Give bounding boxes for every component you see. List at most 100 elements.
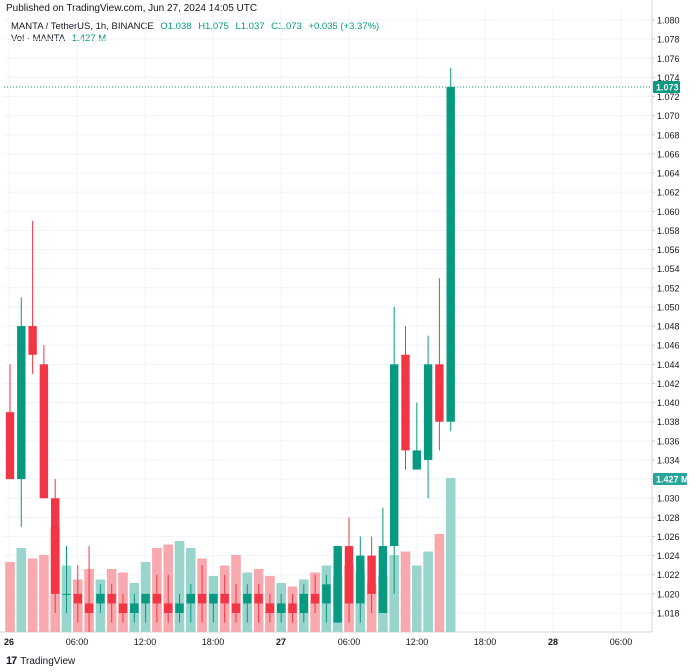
- x-tick-label: 18:00: [474, 637, 497, 647]
- candle-body: [356, 555, 365, 604]
- price-chart[interactable]: 1.080 1.078 1.076 1.074 1.072 1.070 1.068 1.066…: [0, 0, 696, 650]
- y-tick-label: 1.078: [657, 35, 680, 45]
- candle-body: [390, 364, 399, 547]
- close-value: C1.073: [271, 21, 302, 32]
- y-tick-label: 1.020: [657, 589, 680, 599]
- y-tick-label: 1.022: [657, 570, 680, 580]
- volume-bar: [39, 555, 49, 632]
- candle-body: [333, 546, 342, 623]
- y-tick-label: 1.058: [657, 226, 680, 236]
- candle-body: [367, 555, 376, 594]
- y-tick-label: 1.050: [657, 302, 680, 312]
- y-tick-label: 1.038: [657, 417, 680, 427]
- candle-body: [96, 593, 105, 604]
- candle-body: [164, 603, 173, 613]
- x-tick-label: 06:00: [338, 637, 361, 647]
- volume-bar: [16, 548, 27, 632]
- y-tick-label: 1.056: [657, 245, 680, 255]
- volume-bar: [5, 562, 15, 632]
- candle-body: [130, 603, 139, 613]
- candle-body: [220, 593, 229, 604]
- volume-value: 1.427 M: [71, 33, 107, 44]
- symbol-legend: MANTA / TetherUS, 1h, BINANCE O1.038 H1.…: [11, 21, 383, 33]
- symbol-name[interactable]: MANTA / TetherUS, 1h, BINANCE: [11, 21, 154, 32]
- volume-badge-label: 1.427 M: [656, 475, 689, 485]
- candle-body: [378, 546, 388, 613]
- candle-body: [435, 364, 444, 422]
- y-tick-label: 1.046: [657, 341, 680, 351]
- candle-body: [288, 603, 297, 613]
- volume-legend: Vol · MANTA 1.427 M: [11, 33, 110, 45]
- y-tick-label: 1.080: [657, 16, 680, 26]
- brand-name: TradingView: [20, 655, 76, 667]
- y-tick-label: 1.030: [657, 494, 680, 504]
- y-tick-label: 1.060: [657, 207, 680, 217]
- y-tick-label: 1.026: [657, 532, 680, 542]
- high-value: H1.075: [198, 21, 229, 32]
- x-tick-label: 12:00: [406, 637, 429, 647]
- volume-bar: [434, 534, 445, 632]
- y-tick-label: 1.066: [657, 149, 680, 159]
- candle-body: [107, 593, 116, 604]
- candle-body: [62, 593, 71, 595]
- y-tick-label: 1.064: [657, 169, 680, 179]
- last-price-badge: [653, 80, 680, 93]
- candle-body: [322, 584, 331, 604]
- x-tick-label: 18:00: [202, 637, 225, 647]
- candle-body: [175, 603, 184, 613]
- y-tick-label: 1.034: [657, 455, 680, 465]
- candle-body: [209, 593, 218, 604]
- candle-body: [423, 364, 433, 460]
- y-tick-label: 1.040: [657, 398, 680, 408]
- candle-body: [344, 546, 354, 604]
- x-tick-label: 06:00: [66, 637, 89, 647]
- candle-body: [73, 593, 82, 604]
- volume-bar: [445, 478, 456, 632]
- candle-body: [39, 364, 49, 499]
- y-tick-label: 1.028: [657, 513, 680, 523]
- y-tick-label: 1.048: [657, 322, 680, 332]
- candle-body: [186, 593, 195, 604]
- x-tick-label: 27: [276, 637, 286, 647]
- y-tick-label: 1.018: [657, 609, 680, 619]
- y-tick-label: 1.076: [657, 54, 680, 64]
- y-tick-label: 1.062: [657, 188, 680, 198]
- candle-body: [401, 354, 410, 451]
- volume-label[interactable]: Vol · MANTA: [11, 33, 66, 44]
- x-tick-label: 28: [548, 637, 558, 647]
- y-tick-label: 1.042: [657, 379, 680, 389]
- candle-body: [254, 593, 263, 604]
- candle-body: [299, 593, 308, 613]
- candle-body: [5, 412, 15, 480]
- open-value: O1.038: [160, 21, 192, 32]
- y-tick-label: 1.044: [657, 360, 680, 370]
- x-tick-label: 26: [4, 637, 14, 647]
- y-tick-label: 1.070: [657, 111, 680, 121]
- volume-bar: [400, 551, 411, 632]
- candle-body: [243, 593, 252, 604]
- candle-body: [412, 450, 421, 470]
- volume-bar: [423, 551, 433, 632]
- volume-bar: [174, 541, 185, 632]
- candle-body: [152, 593, 162, 604]
- published-note: Published on TradingView.com, Jun 27, 20…: [6, 3, 258, 14]
- y-tick-label: 1.068: [657, 130, 680, 140]
- x-tick-label: 12:00: [134, 637, 157, 647]
- y-tick-label: 1.024: [657, 551, 680, 561]
- candle-body: [231, 603, 241, 613]
- y-tick-label: 1.036: [657, 436, 680, 446]
- y-tick-label: 1.052: [657, 283, 680, 293]
- x-tick-label: 06:00: [610, 637, 633, 647]
- candle-body: [141, 593, 150, 604]
- low-value: L1.037: [235, 21, 265, 32]
- tradingview-footer: 17 TradingView: [6, 655, 75, 667]
- y-tick-label: 1.054: [657, 264, 680, 274]
- candle-body: [265, 603, 275, 613]
- volume-badge: [653, 473, 687, 485]
- candle-body: [51, 498, 60, 594]
- candle-body: [28, 326, 37, 355]
- candle-body: [446, 86, 455, 422]
- volume-bar: [412, 565, 422, 632]
- candle-body: [310, 593, 320, 604]
- candle-body: [118, 603, 128, 613]
